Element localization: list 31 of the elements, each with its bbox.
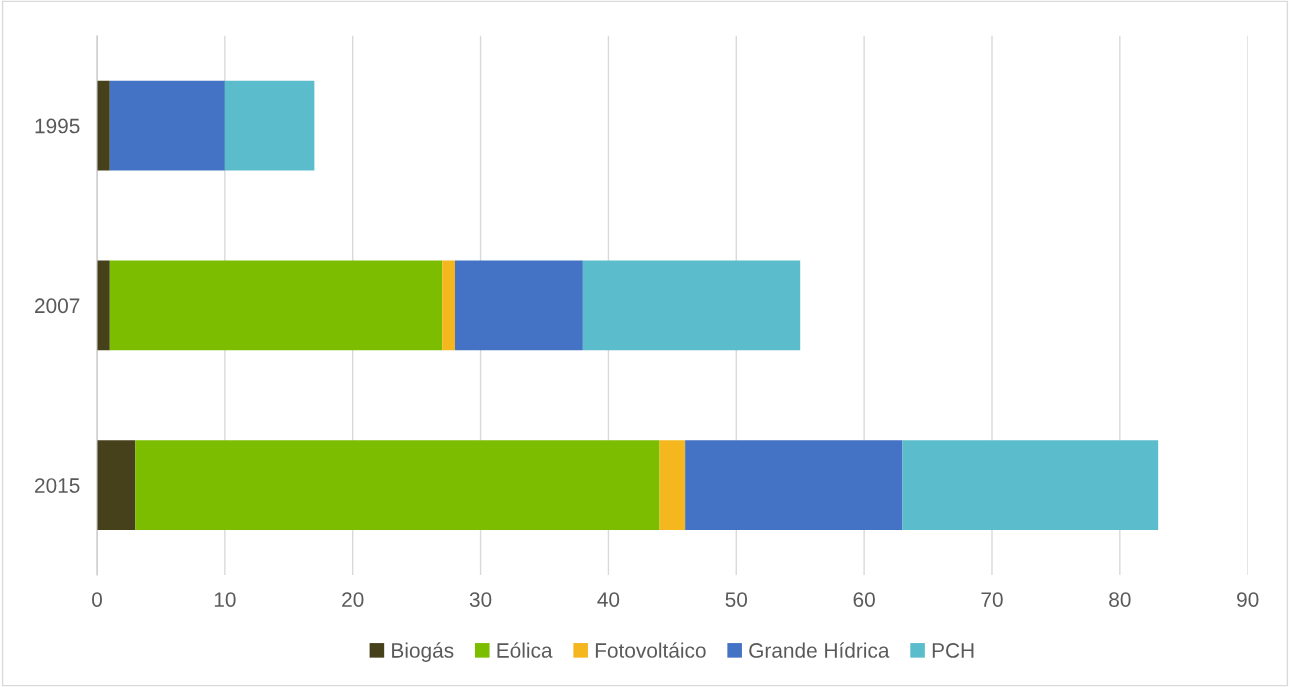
x-tick-label: 10	[214, 592, 236, 607]
x-tick-label: 70	[981, 592, 1003, 607]
bar	[442, 260, 455, 351]
legend-label: Fotovoltáico	[595, 642, 706, 658]
x-tick-label: 40	[597, 592, 620, 607]
bar	[97, 80, 110, 171]
x-tick-label: 80	[1109, 592, 1131, 607]
bar	[685, 440, 903, 531]
bar	[902, 440, 1159, 531]
x-tick-label: 30	[469, 592, 492, 607]
bar	[224, 80, 315, 171]
y-tick-label: 2007	[35, 298, 80, 314]
legend-label: Grande Hídrica	[749, 642, 890, 658]
y-tick-label: 1995	[35, 118, 80, 134]
bar	[97, 260, 110, 351]
bar	[582, 260, 801, 351]
x-tick-label: 0	[92, 592, 102, 607]
legend-label: PCH	[932, 643, 974, 658]
x-tick-label: 20	[342, 592, 364, 607]
x-tick-label: 60	[853, 592, 875, 607]
x-tick-label: 50	[725, 592, 748, 607]
bar	[135, 440, 660, 531]
bar	[109, 260, 443, 351]
bar	[455, 260, 583, 351]
y-tick-label: 2015	[35, 478, 80, 493]
bar	[109, 80, 225, 171]
legend-label: Eólica	[497, 642, 553, 658]
x-tick-label: 90	[1237, 592, 1259, 607]
bar	[97, 440, 136, 531]
bar	[659, 440, 686, 531]
legend-label: Biogás	[392, 642, 454, 662]
